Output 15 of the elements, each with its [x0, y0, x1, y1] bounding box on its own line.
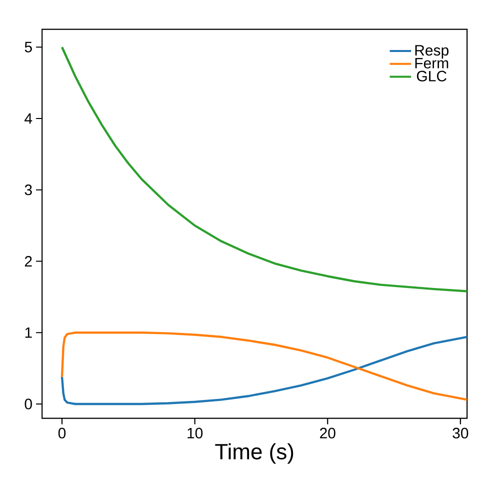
x-tick-label: 10 [188, 428, 203, 438]
legend-label: GLC [416, 70, 446, 82]
y-tick-label: 0 [24, 398, 32, 410]
x-tick-label: 30 [452, 428, 468, 438]
x-tick-label: 20 [320, 428, 336, 438]
line-series [60, 46, 468, 292]
x-tick-label: 0 [58, 428, 66, 438]
legend-label: Resp [415, 45, 448, 59]
y-tick-label: 2 [24, 256, 32, 266]
y-tick-label: 5 [24, 42, 32, 52]
y-tick-label: 4 [24, 113, 32, 124]
x-axis-title: Time (s) [215, 443, 294, 464]
y-tick-label: 1 [25, 327, 32, 338]
legend-label: Ferm [415, 58, 448, 68]
y-tick-label: 3 [24, 184, 32, 196]
